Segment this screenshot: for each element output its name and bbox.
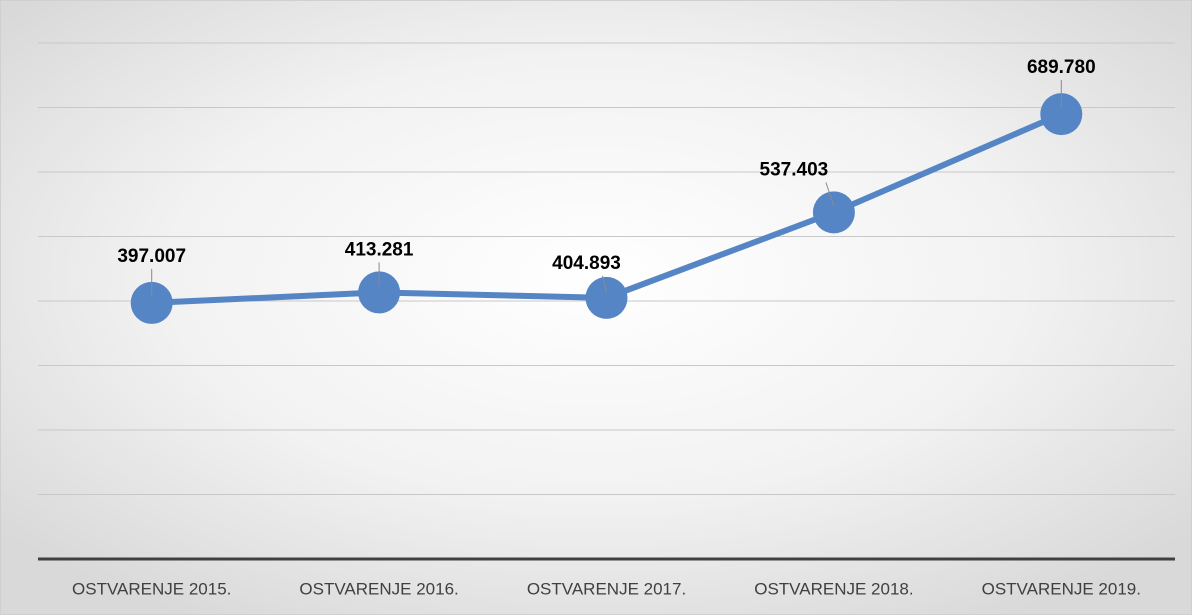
marker [585, 276, 628, 319]
x-tick-label: OSTVARENJE 2015. [72, 579, 231, 598]
marker [130, 281, 173, 324]
x-tick-label: OSTVARENJE 2016. [299, 579, 458, 598]
leader-line [602, 275, 607, 292]
marker [1040, 93, 1083, 136]
data-label: 404.893 [552, 253, 621, 274]
marker [812, 191, 855, 234]
x-tick-label: OSTVARENJE 2019. [982, 579, 1141, 598]
x-tick-label: OSTVARENJE 2017. [527, 579, 686, 598]
marker [358, 271, 401, 314]
data-label: 413.281 [345, 239, 414, 260]
x-tick-label: OSTVARENJE 2018. [754, 579, 913, 598]
data-label: 689.780 [1027, 57, 1096, 78]
data-label: 537.403 [760, 159, 829, 180]
leader-line [825, 182, 835, 207]
data-label: 397.007 [117, 246, 186, 267]
